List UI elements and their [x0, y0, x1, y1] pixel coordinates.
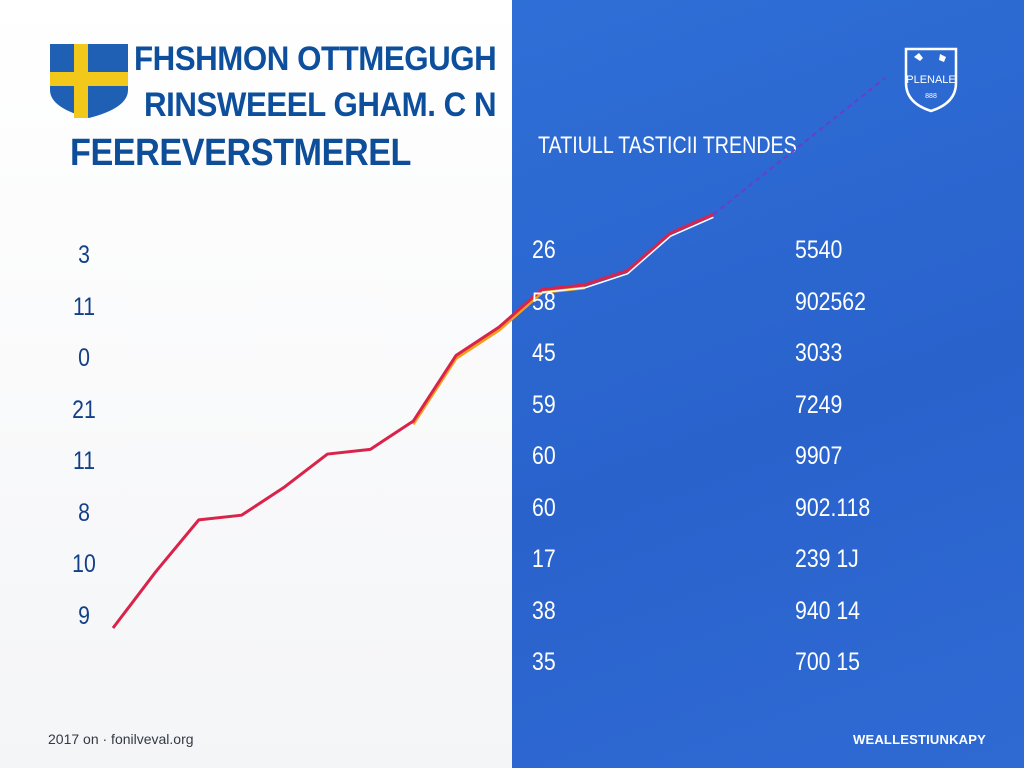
middle-value: 26: [532, 236, 556, 264]
chart-subtitle: TATIULL TASTICII TRENDES: [538, 132, 797, 159]
right-value: 902562: [795, 287, 866, 316]
middle-value: 59: [532, 390, 556, 419]
crest-shield-icon: PLENALE 888: [904, 47, 958, 113]
middle-value: 58: [532, 287, 556, 316]
footer-brand: WEALLESTIUNKAPY: [853, 732, 986, 747]
left-value: 8: [78, 498, 90, 527]
crest-sublabel: 888: [925, 93, 937, 100]
left-value: 11: [72, 292, 96, 321]
middle-value: 17: [532, 545, 556, 573]
trend-line-glow: [541, 216, 714, 294]
left-value: 0: [78, 344, 90, 372]
left-value: 10: [72, 550, 96, 578]
title-line-1: FHSHMON OTTMEGUGH: [134, 40, 497, 78]
left-value: 11: [72, 447, 96, 475]
left-value: 21: [72, 395, 96, 424]
trend-line: [111, 212, 715, 629]
right-value: 9907: [795, 442, 843, 470]
trend-line-highlight: [411, 286, 585, 425]
right-value: 700 15: [795, 648, 860, 676]
right-panel: [512, 0, 1024, 768]
left-panel: [0, 0, 512, 768]
title-line-3: FEEREVERSTMEREL: [70, 132, 412, 174]
left-value: 3: [78, 241, 90, 269]
right-value: 3033: [795, 339, 843, 367]
projection-line: [712, 77, 886, 216]
left-value: 9: [78, 601, 90, 630]
title-line-2: RINSWEEEL GHAM. C N: [144, 86, 497, 124]
footer-source: 2017 on · fonilveval.org: [48, 731, 194, 747]
swedish-flag-shield-icon: [50, 44, 128, 118]
middle-value: 35: [532, 648, 556, 676]
right-value: 902.118: [795, 493, 871, 522]
right-value: 239 1J: [795, 545, 859, 573]
middle-value: 38: [532, 596, 556, 625]
crest-label: PLENALE: [906, 74, 956, 86]
middle-value: 45: [532, 339, 556, 367]
right-value: 7249: [795, 390, 843, 419]
middle-value: 60: [532, 442, 556, 470]
middle-value: 60: [532, 493, 556, 522]
right-value: 940 14: [795, 596, 860, 625]
right-value: 5540: [795, 236, 843, 264]
